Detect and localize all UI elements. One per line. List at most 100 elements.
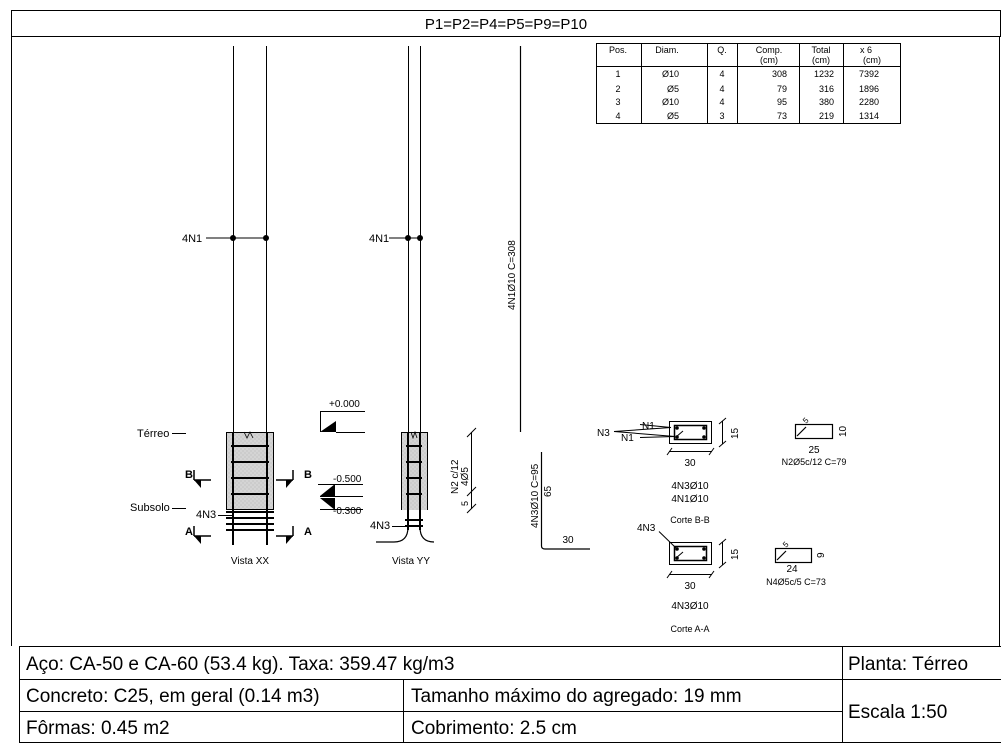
label-terreo: Térreo — [137, 428, 169, 440]
elevation-marks: +0.000 -0.500 -0.300 — [318, 399, 365, 517]
n1-splice-marker — [389, 235, 423, 241]
table-header: (cm) — [812, 55, 830, 65]
label-n3: 4N3 — [370, 520, 390, 532]
legend-aggregate: Tamanho máximo do agregado: 19 mm — [411, 686, 742, 707]
section-bb-width: 30 — [684, 458, 696, 469]
footing-fill — [401, 432, 427, 510]
label-n3: N3 — [597, 428, 610, 439]
legend-steel: Aço: CA-50 e CA-60 (53.4 kg). Taxa: 359.… — [26, 654, 455, 675]
label-n1: 4N1 — [369, 233, 389, 245]
stirrup-spacing-dimension — [466, 427, 477, 514]
table-cell: 4 — [719, 69, 724, 79]
table-cell: Ø5 — [667, 84, 679, 94]
table-cell: 1314 — [859, 111, 879, 121]
section-a-label-left: A — [185, 526, 193, 538]
stirrup-n2-height: 10 — [838, 425, 849, 437]
section-bb-title: Corte B-B — [670, 515, 710, 525]
table-cell: 3 — [615, 97, 620, 107]
elevation-500: -0.500 — [333, 474, 362, 485]
section-aa-title: Corte A-A — [670, 624, 709, 634]
table-cell: Ø10 — [662, 69, 679, 79]
section-aa-bars: 4N3Ø10 — [671, 601, 709, 612]
table-cell: 4 — [719, 84, 724, 94]
table-cell: 1232 — [814, 69, 834, 79]
table-cell: 380 — [819, 97, 834, 107]
legend-cover: Cobrimento: 2.5 cm — [411, 718, 577, 739]
table-cell: 79 — [777, 84, 787, 94]
stirrup-detail-n4: 5 9 24 N4Ø5c/5 C=73 — [766, 540, 827, 587]
legend-grid — [19, 646, 1001, 743]
rebar-table: Pos. Diam. Q. Comp. (cm) Total (cm) x 6 … — [596, 43, 901, 124]
table-header: Total — [811, 45, 830, 55]
table-header: Diam. — [655, 45, 679, 55]
table-header: (cm) — [863, 55, 881, 65]
section-bb-bars: 4N1Ø10 — [671, 494, 709, 505]
bar-hook-yy — [376, 526, 409, 543]
table-header: Q. — [717, 45, 727, 55]
label-n3: 4N3 — [637, 523, 656, 534]
section-aa: 4N3 30 15 4N3Ø10 Corte A-A — [637, 523, 741, 634]
table-cell: 3 — [719, 111, 724, 121]
view-title-xx: Vista XX — [231, 556, 269, 567]
view-title-yy: Vista YY — [392, 556, 430, 567]
table-header: (cm) — [760, 55, 778, 65]
section-bb-bars: 4N3Ø10 — [671, 481, 709, 492]
table-cell: 1896 — [859, 84, 879, 94]
label-n3: 4N3 — [196, 509, 216, 521]
section-aa-height: 15 — [730, 548, 741, 560]
section-aa-width: 30 — [684, 581, 696, 592]
stirrup-n4-hook: 5 — [781, 540, 791, 550]
table-header: Pos. — [609, 45, 627, 55]
table-cell: Ø5 — [667, 111, 679, 121]
stirrup-n4-height: 9 — [816, 552, 827, 558]
table-cell: 1 — [615, 69, 620, 79]
section-a-label-right: A — [304, 526, 312, 538]
stirrup-count: 4Ø5 — [460, 467, 471, 486]
stirrup-n2-hook: 5 — [801, 416, 811, 426]
table-cell: 95 — [777, 97, 787, 107]
elevation-300: -0.300 — [333, 506, 362, 517]
label-subsolo: Subsolo — [130, 502, 170, 514]
table-cell: 2 — [615, 84, 620, 94]
drawing-frame — [11, 10, 1001, 646]
bar-n3-length: 65 — [543, 485, 554, 497]
bar-n3-hook: 30 — [562, 535, 574, 546]
table-cell: 7392 — [859, 69, 879, 79]
label-n1: N1 — [642, 421, 655, 432]
drawing-title: P1=P2=P4=P5=P9=P10 — [425, 16, 587, 33]
table-cell: 73 — [777, 111, 787, 121]
section-bb: N3 N1 N1 30 15 4N3Ø10 4N1Ø10 Corte B-B — [597, 417, 741, 525]
table-header: Comp. — [756, 45, 783, 55]
stirrup-detail-n2: 5 10 25 N2Ø5c/12 C=79 — [782, 416, 849, 467]
n1-splice-marker — [206, 235, 269, 241]
elevation-view-yy: 4N1 4N3 Vista YY — [369, 46, 435, 567]
elevation-zero: +0.000 — [329, 399, 360, 410]
table-cell: 308 — [772, 69, 787, 79]
table-header: x 6 — [860, 45, 872, 55]
section-b-label-left: B — [185, 469, 193, 481]
stirrup-n2-width: 25 — [808, 445, 820, 456]
stirrup-gap: 5 — [460, 501, 470, 506]
stirrup-n4-spec: N4Ø5c/5 C=73 — [766, 577, 826, 587]
section-bb-height: 15 — [730, 427, 741, 439]
table-cell: 4 — [615, 111, 620, 121]
bar-detail-n1: 4N1Ø10 C=308 — [507, 46, 522, 432]
stirrup-n2-spec: N2Ø5c/12 C=79 — [782, 457, 847, 467]
table-cell: 316 — [819, 84, 834, 94]
section-b-label-right: B — [304, 469, 312, 481]
section-b-marker-right — [276, 470, 294, 488]
table-cell: 2280 — [859, 97, 879, 107]
bar-n3-spec: 4N3Ø10 C=95 — [530, 463, 541, 528]
label-n1: 4N1 — [182, 233, 202, 245]
bar-n1-spec: 4N1Ø10 C=308 — [507, 240, 518, 310]
bar-detail-n3: 4N3Ø10 C=95 65 30 — [530, 452, 590, 550]
table-cell: 4 — [719, 97, 724, 107]
legend-scale: Escala 1:50 — [848, 702, 948, 723]
table-cell: Ø10 — [662, 97, 679, 107]
section-b-marker-left — [193, 470, 211, 488]
legend-plan: Planta: Térreo — [848, 654, 969, 675]
section-a-marker-left — [193, 526, 211, 544]
elevation-view-xx: 4N1 Térreo Subsolo 4N3 B B A — [130, 46, 312, 567]
stirrup-n4-width: 24 — [786, 564, 798, 575]
